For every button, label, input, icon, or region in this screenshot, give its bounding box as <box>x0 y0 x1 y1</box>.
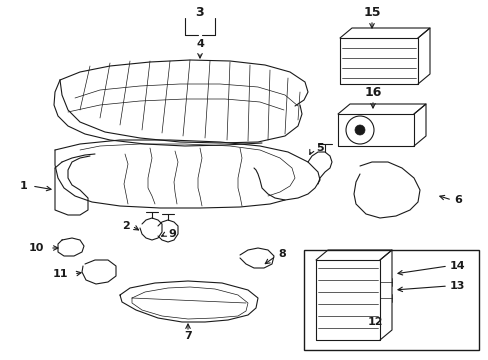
Circle shape <box>354 125 364 135</box>
Text: 12: 12 <box>366 317 382 327</box>
Text: 9: 9 <box>168 229 176 239</box>
Text: 11: 11 <box>52 269 68 279</box>
Text: 3: 3 <box>195 5 204 18</box>
Text: 5: 5 <box>315 143 323 153</box>
Text: 1: 1 <box>20 181 28 191</box>
Text: 13: 13 <box>449 281 465 291</box>
Text: 7: 7 <box>184 331 191 341</box>
Text: 6: 6 <box>453 195 461 205</box>
Text: 8: 8 <box>278 249 285 259</box>
Text: 14: 14 <box>449 261 465 271</box>
Text: 10: 10 <box>29 243 44 253</box>
Bar <box>304 250 478 350</box>
Text: 4: 4 <box>196 39 203 49</box>
Text: 15: 15 <box>363 5 380 18</box>
Text: 16: 16 <box>364 86 381 99</box>
Text: 2: 2 <box>122 221 130 231</box>
